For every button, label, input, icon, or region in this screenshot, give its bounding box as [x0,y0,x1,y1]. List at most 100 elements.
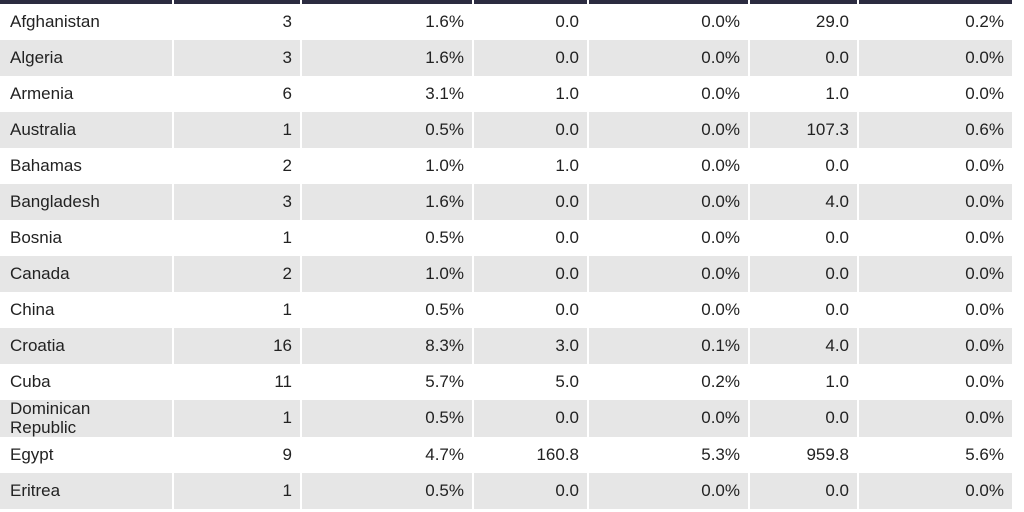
cell-value: 0.0 [825,155,849,175]
table-cell: 4.0 [750,328,857,364]
table-row: Egypt 9 4.7% 160.8 5.3% 959.8 5.6% [0,437,1024,473]
cell-value: 0.0% [701,299,740,319]
table-cell: 0.0 [750,148,857,184]
cell-value: 0.0% [701,191,740,211]
cell-value: 0.0 [825,481,849,501]
country-name: Eritrea [10,481,61,501]
country-name: Armenia [10,83,74,103]
table-cell: Bosnia [0,220,172,256]
cell-value: 1 [282,299,292,319]
cell-value: 0.5% [425,299,464,319]
cell-value: 5.3% [701,445,740,465]
country-name: Australia [10,119,77,139]
cell-value: 0.0% [965,408,1004,428]
table-cell: 6 [174,76,300,112]
table-row: Croatia 16 8.3% 3.0 0.1% 4.0 0.0% [0,328,1024,364]
table-cell: 0.0% [589,148,748,184]
table-cell: 4.7% [302,437,472,473]
table-cell: 0.0% [859,40,1012,76]
cell-value: 0.0 [825,47,849,67]
cell-value: 0.0 [555,119,579,139]
cell-value: 1.6% [425,47,464,67]
table-cell: 0.5% [302,400,472,438]
table-cell: Cuba [0,364,172,400]
table-row: Australia 1 0.5% 0.0 0.0% 107.3 0.6% [0,112,1024,148]
cell-value: 0.0% [965,371,1004,391]
table-cell: China [0,292,172,328]
header-cell [302,0,472,4]
cell-value: 0.0% [965,299,1004,319]
table-cell: 0.0% [589,400,748,438]
table-cell: Australia [0,112,172,148]
cell-value: 0.0 [555,191,579,211]
table-cell: 3.0 [474,328,587,364]
table-cell: Bahamas [0,148,172,184]
table-row: China 1 0.5% 0.0 0.0% 0.0 0.0% [0,292,1024,328]
cell-value: 8.3% [425,335,464,355]
cell-value: 1 [282,408,292,428]
cell-value: 0.0 [555,11,579,31]
cell-value: 0.0 [825,227,849,247]
cell-value: 3.1% [425,83,464,103]
cell-value: 0.0% [701,83,740,103]
cell-value: 29.0 [815,11,849,31]
cell-value: 3 [282,11,292,31]
cell-value: 0.0% [965,191,1004,211]
cell-value: 0.0% [701,47,740,67]
cell-value: 0.0% [965,263,1004,283]
table-cell: 0.0% [859,364,1012,400]
table-cell: 0.5% [302,292,472,328]
cell-value: 0.0% [701,227,740,247]
table-cell: 1.6% [302,4,472,40]
table-cell: 0.0 [750,256,857,292]
cell-value: 0.0 [825,263,849,283]
cell-value: 0.2% [965,11,1004,31]
table-cell: 0.0 [474,473,587,510]
table-row: Algeria 3 1.6% 0.0 0.0% 0.0 0.0% [0,40,1024,76]
table-cell: 5.0 [474,364,587,400]
table-cell: 1 [174,220,300,256]
table-cell: 0.0% [589,256,748,292]
cell-value: 0.0 [825,299,849,319]
table-cell: 5.7% [302,364,472,400]
table-cell: 0.0 [474,400,587,438]
table-cell: 0.0% [859,473,1012,510]
table-cell: 0.0% [589,473,748,510]
cell-value: 0.6% [965,119,1004,139]
table-cell: 0.0 [750,400,857,438]
cell-value: 3 [282,47,292,67]
table-cell: 1 [174,292,300,328]
table-cell: 0.2% [859,4,1012,40]
cell-value: 1.0 [825,371,849,391]
cell-value: 5.0 [555,371,579,391]
table-cell: 3 [174,184,300,220]
table-cell: 16 [174,328,300,364]
table-cell: 29.0 [750,4,857,40]
cell-value: 0.0% [701,263,740,283]
cell-value: 1.6% [425,191,464,211]
cell-value: 0.5% [425,119,464,139]
cell-value: 107.3 [806,119,849,139]
cell-value: 0.0 [555,227,579,247]
cell-value: 160.8 [536,445,579,465]
table-cell: 0.1% [589,328,748,364]
cell-value: 16 [273,335,292,355]
table-cell: 0.2% [589,364,748,400]
table-cell: 0.0% [859,76,1012,112]
table-row: Canada 2 1.0% 0.0 0.0% 0.0 0.0% [0,256,1024,292]
table-cell: 959.8 [750,437,857,473]
table-cell: 8.3% [302,328,472,364]
table-row: Eritrea 1 0.5% 0.0 0.0% 0.0 0.0% [0,473,1024,510]
cell-value: 0.0% [701,481,740,501]
cell-value: 1 [282,227,292,247]
cell-value: 9 [282,445,292,465]
header-cell [750,0,857,4]
table-cell: 0.0% [859,328,1012,364]
table-cell: 0.0% [859,400,1012,438]
header-cell [859,0,1012,4]
table-cell: 160.8 [474,437,587,473]
table-cell: 0.0% [859,256,1012,292]
table-cell: 0.0 [474,4,587,40]
table-row: Cuba 11 5.7% 5.0 0.2% 1.0 0.0% [0,364,1024,400]
